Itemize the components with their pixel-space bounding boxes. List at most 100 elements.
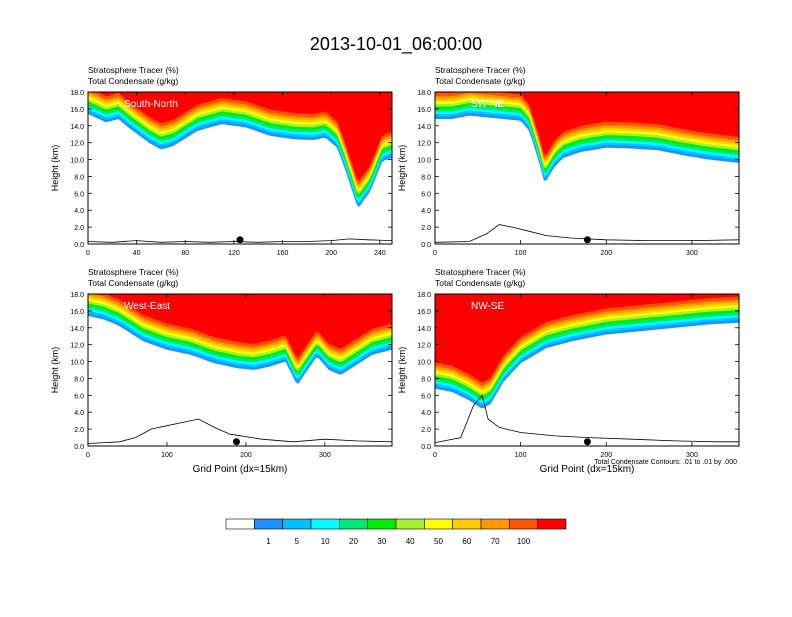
y-tick-label: 6.0 [74, 393, 84, 400]
y-tick-label: 6.0 [74, 191, 84, 198]
x-tick-label: 300 [319, 452, 331, 459]
x-tick-label: 0 [86, 452, 90, 459]
y-tick-label: 2.0 [421, 427, 431, 434]
panel-sw-ne: Stratosphere Tracer (%)Total Condensate … [397, 65, 740, 257]
y-tick-label: 4.0 [421, 208, 431, 215]
location-marker [583, 438, 591, 446]
panel-title-line2: Total Condensate (g/kg) [435, 278, 525, 288]
y-tick-label: 10.0 [70, 360, 84, 367]
colorbar-swatch [395, 518, 425, 530]
colorbar-swatch [509, 518, 538, 530]
x-tick-label: 300 [686, 250, 698, 257]
y-axis-label: Height (km) [397, 347, 407, 394]
y-tick-label: 18.0 [70, 292, 84, 299]
panel-title-line1: Stratosphere Tracer (%) [88, 267, 179, 277]
y-tick-label: 8.0 [74, 174, 84, 181]
terrain-line [435, 224, 739, 243]
x-tick-label: 200 [240, 452, 252, 459]
terrain-line [88, 238, 392, 243]
panel-plot-area [88, 294, 392, 446]
y-axis-label: Height (km) [50, 347, 60, 394]
panels: Stratosphere Tracer (%)Total Condensate … [50, 65, 740, 475]
x-tick-label: 0 [86, 250, 90, 257]
y-tick-label: 12.0 [417, 343, 431, 350]
x-tick-label: 40 [133, 250, 141, 257]
y-tick-label: 18.0 [417, 292, 431, 299]
colorbar-swatch [339, 518, 368, 530]
y-tick-label: 14.0 [70, 326, 84, 333]
x-tick-label: 0 [433, 452, 437, 459]
x-tick-label: 80 [181, 250, 189, 257]
location-marker [583, 236, 591, 244]
y-axis-label: Height (km) [397, 145, 407, 192]
plot-frame [434, 91, 740, 245]
y-tick-label: 4.0 [74, 208, 84, 215]
colorbar-label: 40 [406, 537, 415, 546]
section-label: South-North [124, 99, 178, 110]
y-tick-label: 14.0 [70, 124, 84, 131]
y-tick-label: 2.0 [421, 225, 431, 232]
plot-frame [434, 293, 740, 447]
tracer-band-10 [435, 92, 739, 155]
plot-frame [87, 293, 393, 447]
y-tick-label: 12.0 [70, 141, 84, 148]
x-tick-label: 100 [515, 452, 527, 459]
colorbar-swatch [424, 518, 453, 530]
footnote: Total Condensate Contours: .01 to .01 by… [594, 459, 737, 466]
y-tick-label: 18.0 [70, 90, 84, 97]
tracer-band-10 [88, 294, 392, 358]
x-tick-label: 200 [600, 250, 612, 257]
y-tick-label: 0.0 [74, 242, 84, 249]
colorbar-swatch [537, 518, 567, 530]
colorbar-swatch [310, 518, 340, 530]
panel-west-east: Stratosphere Tracer (%)Total Condensate … [50, 267, 393, 475]
y-tick-label: 14.0 [417, 124, 431, 131]
panel-title-line1: Stratosphere Tracer (%) [435, 267, 526, 277]
y-tick-label: 10.0 [417, 158, 431, 165]
colorbar-label: 5 [295, 537, 300, 546]
y-tick-label: 14.0 [417, 326, 431, 333]
panel-title-line2: Total Condensate (g/kg) [435, 76, 525, 86]
y-axis-label: Height (km) [50, 145, 60, 192]
panel-plot-area [435, 92, 739, 244]
panel-title-line2: Total Condensate (g/kg) [88, 278, 178, 288]
x-tick-label: 200 [325, 250, 337, 257]
figure-title: 2013-10-01_06:00:00 [310, 34, 482, 55]
colorbar-swatch [225, 518, 255, 530]
y-tick-label: 0.0 [74, 444, 84, 451]
tracer-band-10 [435, 294, 739, 383]
panel-title-line1: Stratosphere Tracer (%) [88, 65, 179, 75]
y-tick-label: 16.0 [70, 107, 84, 114]
x-tick-label: 0 [433, 250, 437, 257]
y-tick-label: 2.0 [74, 427, 84, 434]
x-tick-label: 240 [374, 250, 386, 257]
y-tick-label: 0.0 [421, 444, 431, 451]
colorbar-swatch [452, 518, 482, 530]
y-tick-label: 0.0 [421, 242, 431, 249]
colorbar-swatch [367, 518, 397, 530]
colorbar-label: 70 [491, 537, 500, 546]
y-tick-label: 18.0 [417, 90, 431, 97]
y-tick-label: 4.0 [74, 410, 84, 417]
y-tick-label: 8.0 [421, 376, 431, 383]
panel-plot-area [88, 92, 392, 244]
y-tick-label: 16.0 [417, 309, 431, 316]
x-tick-label: 300 [686, 452, 698, 459]
y-tick-label: 12.0 [417, 141, 431, 148]
colorbar-label: 10 [321, 537, 330, 546]
panel-title-line1: Stratosphere Tracer (%) [435, 65, 526, 75]
colorbar-label: 50 [434, 537, 443, 546]
y-tick-label: 8.0 [74, 376, 84, 383]
x-tick-label: 120 [228, 250, 240, 257]
plot-frame [87, 91, 393, 245]
tracer-band-10 [88, 92, 392, 181]
y-tick-label: 12.0 [70, 343, 84, 350]
y-tick-label: 6.0 [421, 393, 431, 400]
colorbar-label: 30 [377, 537, 386, 546]
section-label: NW-SE [471, 301, 504, 312]
y-tick-label: 16.0 [70, 309, 84, 316]
y-tick-label: 2.0 [74, 225, 84, 232]
y-tick-label: 10.0 [70, 158, 84, 165]
